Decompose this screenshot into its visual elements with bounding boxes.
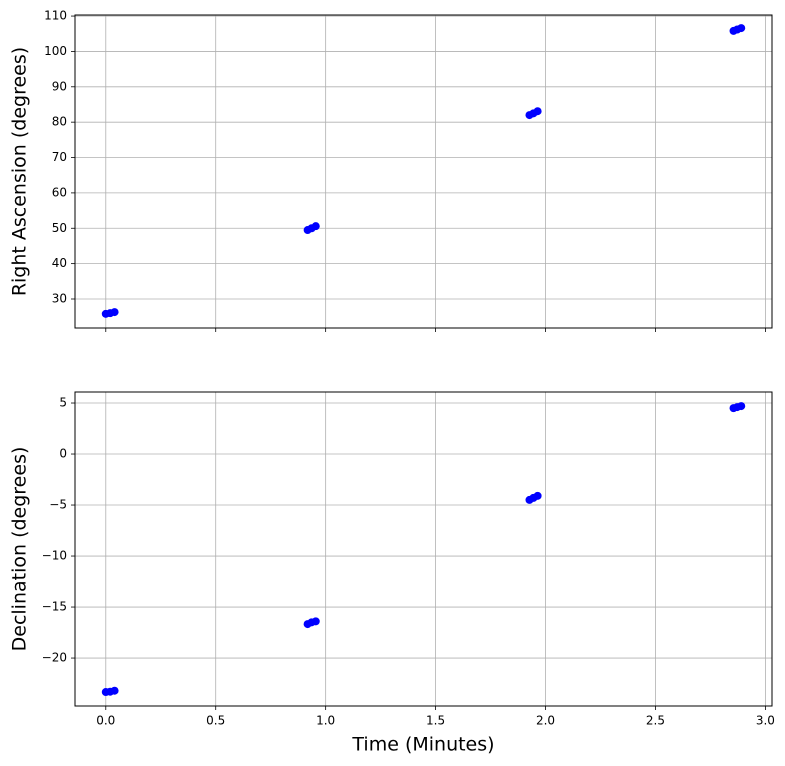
point <box>110 686 119 695</box>
point <box>533 491 542 500</box>
x-axis-label: Time (Minutes) <box>351 734 494 756</box>
point <box>110 308 119 317</box>
y-tick-label: 80 <box>52 115 67 129</box>
y-axis-label: Right Ascension (degrees) <box>9 47 31 296</box>
y-tick-label: 0 <box>59 447 67 461</box>
y-tick-label: 70 <box>52 150 67 164</box>
point <box>311 617 320 626</box>
y-tick-label: 100 <box>44 44 67 58</box>
x-tick-label: 1.0 <box>316 714 335 728</box>
x-tick-label: 2.0 <box>536 714 555 728</box>
x-tick-label: 0.0 <box>96 714 115 728</box>
y-axis-label: Declination (degrees) <box>9 447 31 652</box>
x-tick-label: 2.5 <box>646 714 665 728</box>
point <box>737 24 746 33</box>
point <box>737 402 746 411</box>
point <box>533 107 542 116</box>
axes-frame <box>74 391 773 707</box>
y-tick-label: 110 <box>44 9 67 23</box>
y-tick-label: 30 <box>52 291 67 305</box>
y-tick-label: −20 <box>42 651 67 665</box>
x-tick-label: 0.5 <box>206 714 225 728</box>
point <box>311 222 320 231</box>
y-tick-label: −15 <box>42 600 67 614</box>
x-tick-label: 3.0 <box>756 714 775 728</box>
y-tick-label: 40 <box>52 256 67 270</box>
axes-frame <box>74 14 773 329</box>
y-tick-label: 60 <box>52 185 67 199</box>
x-tick-label: 1.5 <box>426 714 445 728</box>
y-tick-label: 50 <box>52 221 67 235</box>
y-tick-label: −10 <box>42 549 67 563</box>
y-tick-label: −5 <box>49 498 67 512</box>
y-tick-label: 5 <box>59 396 67 410</box>
y-tick-label: 90 <box>52 79 67 93</box>
